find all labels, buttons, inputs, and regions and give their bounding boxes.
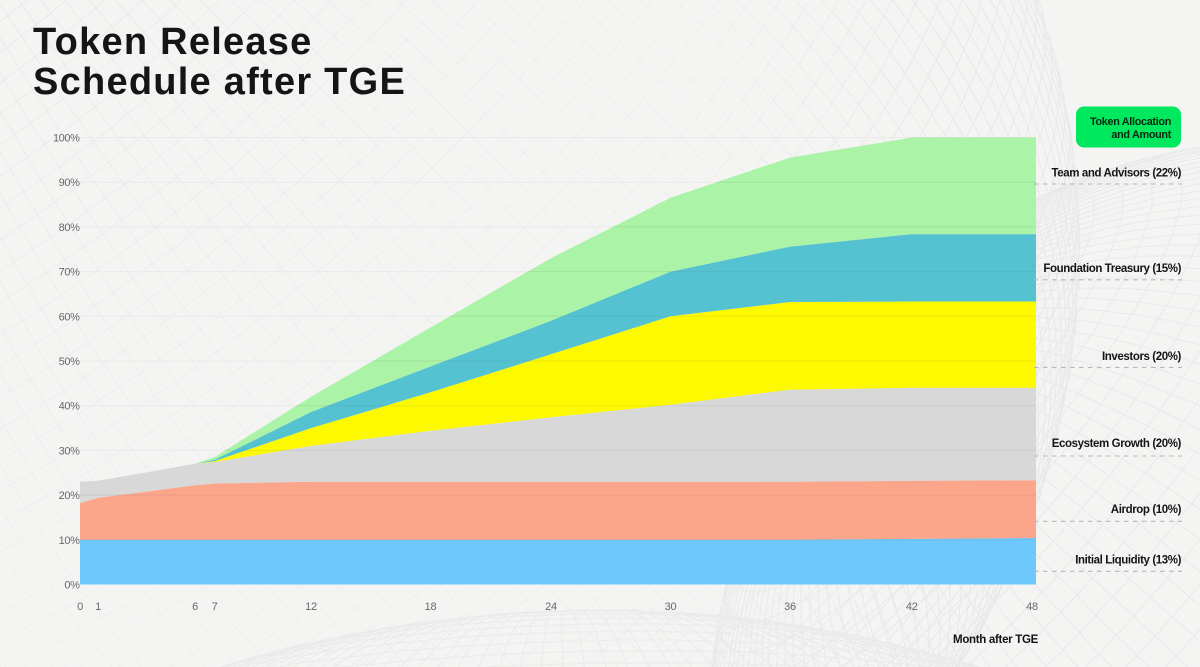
svg-text:and Amount: and Amount [1111,129,1171,141]
svg-text:36: 36 [784,601,796,613]
svg-text:0: 0 [77,601,83,613]
svg-text:Ecosystem Growth (20%): Ecosystem Growth (20%) [1052,438,1182,450]
svg-text:90%: 90% [59,177,80,189]
svg-text:18: 18 [425,601,437,613]
svg-text:6: 6 [192,601,198,613]
svg-text:7: 7 [212,601,218,613]
svg-text:40%: 40% [59,401,80,413]
svg-text:Investors (20%): Investors (20%) [1102,351,1182,363]
svg-text:100%: 100% [53,133,80,145]
svg-text:Token Release: Token Release [33,21,313,63]
svg-text:20%: 20% [59,490,80,502]
svg-text:48: 48 [1026,601,1038,613]
svg-text:70%: 70% [59,267,80,279]
svg-text:12: 12 [305,601,317,613]
svg-text:10%: 10% [59,535,80,547]
svg-text:80%: 80% [59,222,80,234]
svg-text:60%: 60% [59,311,80,323]
svg-text:24: 24 [545,601,557,613]
svg-text:Initial Liquidity (13%): Initial Liquidity (13%) [1075,555,1181,567]
svg-text:Schedule after TGE: Schedule after TGE [33,61,406,103]
svg-text:30: 30 [665,601,677,613]
svg-text:Airdrop (10%): Airdrop (10%) [1111,504,1182,516]
svg-text:50%: 50% [59,356,80,368]
svg-text:Team and Advisors (22%): Team and Advisors (22%) [1052,167,1182,179]
svg-text:30%: 30% [59,445,80,457]
svg-text:1: 1 [95,601,101,613]
svg-text:42: 42 [906,601,918,613]
svg-text:Foundation Treasury (15%): Foundation Treasury (15%) [1043,263,1181,275]
svg-text:0%: 0% [64,580,80,592]
svg-text:Month after TGE: Month after TGE [953,634,1039,646]
svg-text:Token Allocation: Token Allocation [1090,116,1171,128]
